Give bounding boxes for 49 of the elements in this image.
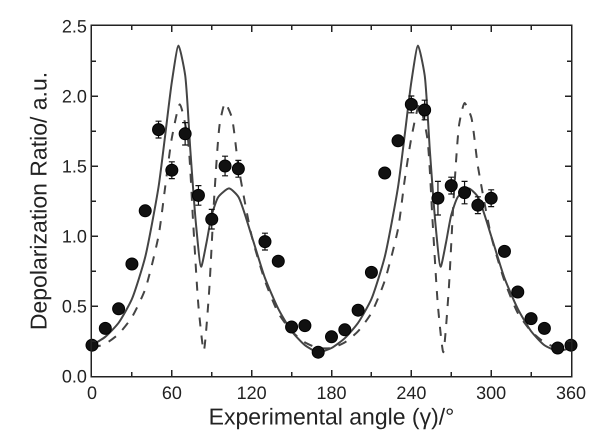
point (352, 304, 365, 317)
point (551, 342, 564, 354)
x-tick-label: 120 (236, 383, 267, 404)
point (138, 204, 152, 218)
point (364, 266, 378, 279)
point (418, 104, 432, 116)
y-tick-label: 2.5 (62, 16, 87, 36)
point (152, 123, 166, 136)
point (98, 322, 112, 335)
x-tick-label: 180 (316, 383, 347, 404)
point (538, 322, 551, 335)
point (404, 98, 418, 111)
point (192, 188, 205, 202)
x-axis-title: Experimental angle (γ)/° (208, 403, 454, 430)
point (471, 198, 484, 212)
point (338, 323, 352, 336)
point (392, 134, 405, 148)
point (511, 286, 524, 298)
point (205, 212, 218, 226)
point (285, 320, 298, 334)
x-tick-label: 300 (476, 383, 506, 404)
y-tick-label: 1.5 (62, 156, 87, 176)
point (524, 312, 538, 326)
point (272, 254, 285, 268)
point (125, 258, 138, 270)
point (178, 127, 192, 140)
x-tick-label: 360 (556, 383, 586, 404)
x-tick-label: 0 (86, 383, 98, 404)
point (444, 179, 458, 192)
point (218, 160, 232, 172)
y-tick-label: 0.0 (62, 366, 87, 386)
point (298, 319, 312, 332)
x-tick-label: 240 (396, 383, 426, 404)
point (112, 302, 126, 316)
x-tick-label: 60 (162, 383, 182, 404)
point (258, 235, 272, 248)
y-axis-title: Depolarization Ratio/ a.u. (26, 72, 52, 330)
point (431, 192, 444, 205)
point (378, 166, 392, 180)
y-tick-label: 1.0 (62, 226, 87, 246)
point (165, 164, 178, 177)
point (232, 162, 245, 176)
point (484, 192, 498, 205)
point (458, 186, 472, 200)
point (312, 346, 325, 359)
y-tick-label: 2.0 (62, 86, 87, 106)
y-tick-label: 0.5 (62, 296, 87, 316)
point (498, 244, 511, 258)
point (325, 330, 338, 344)
